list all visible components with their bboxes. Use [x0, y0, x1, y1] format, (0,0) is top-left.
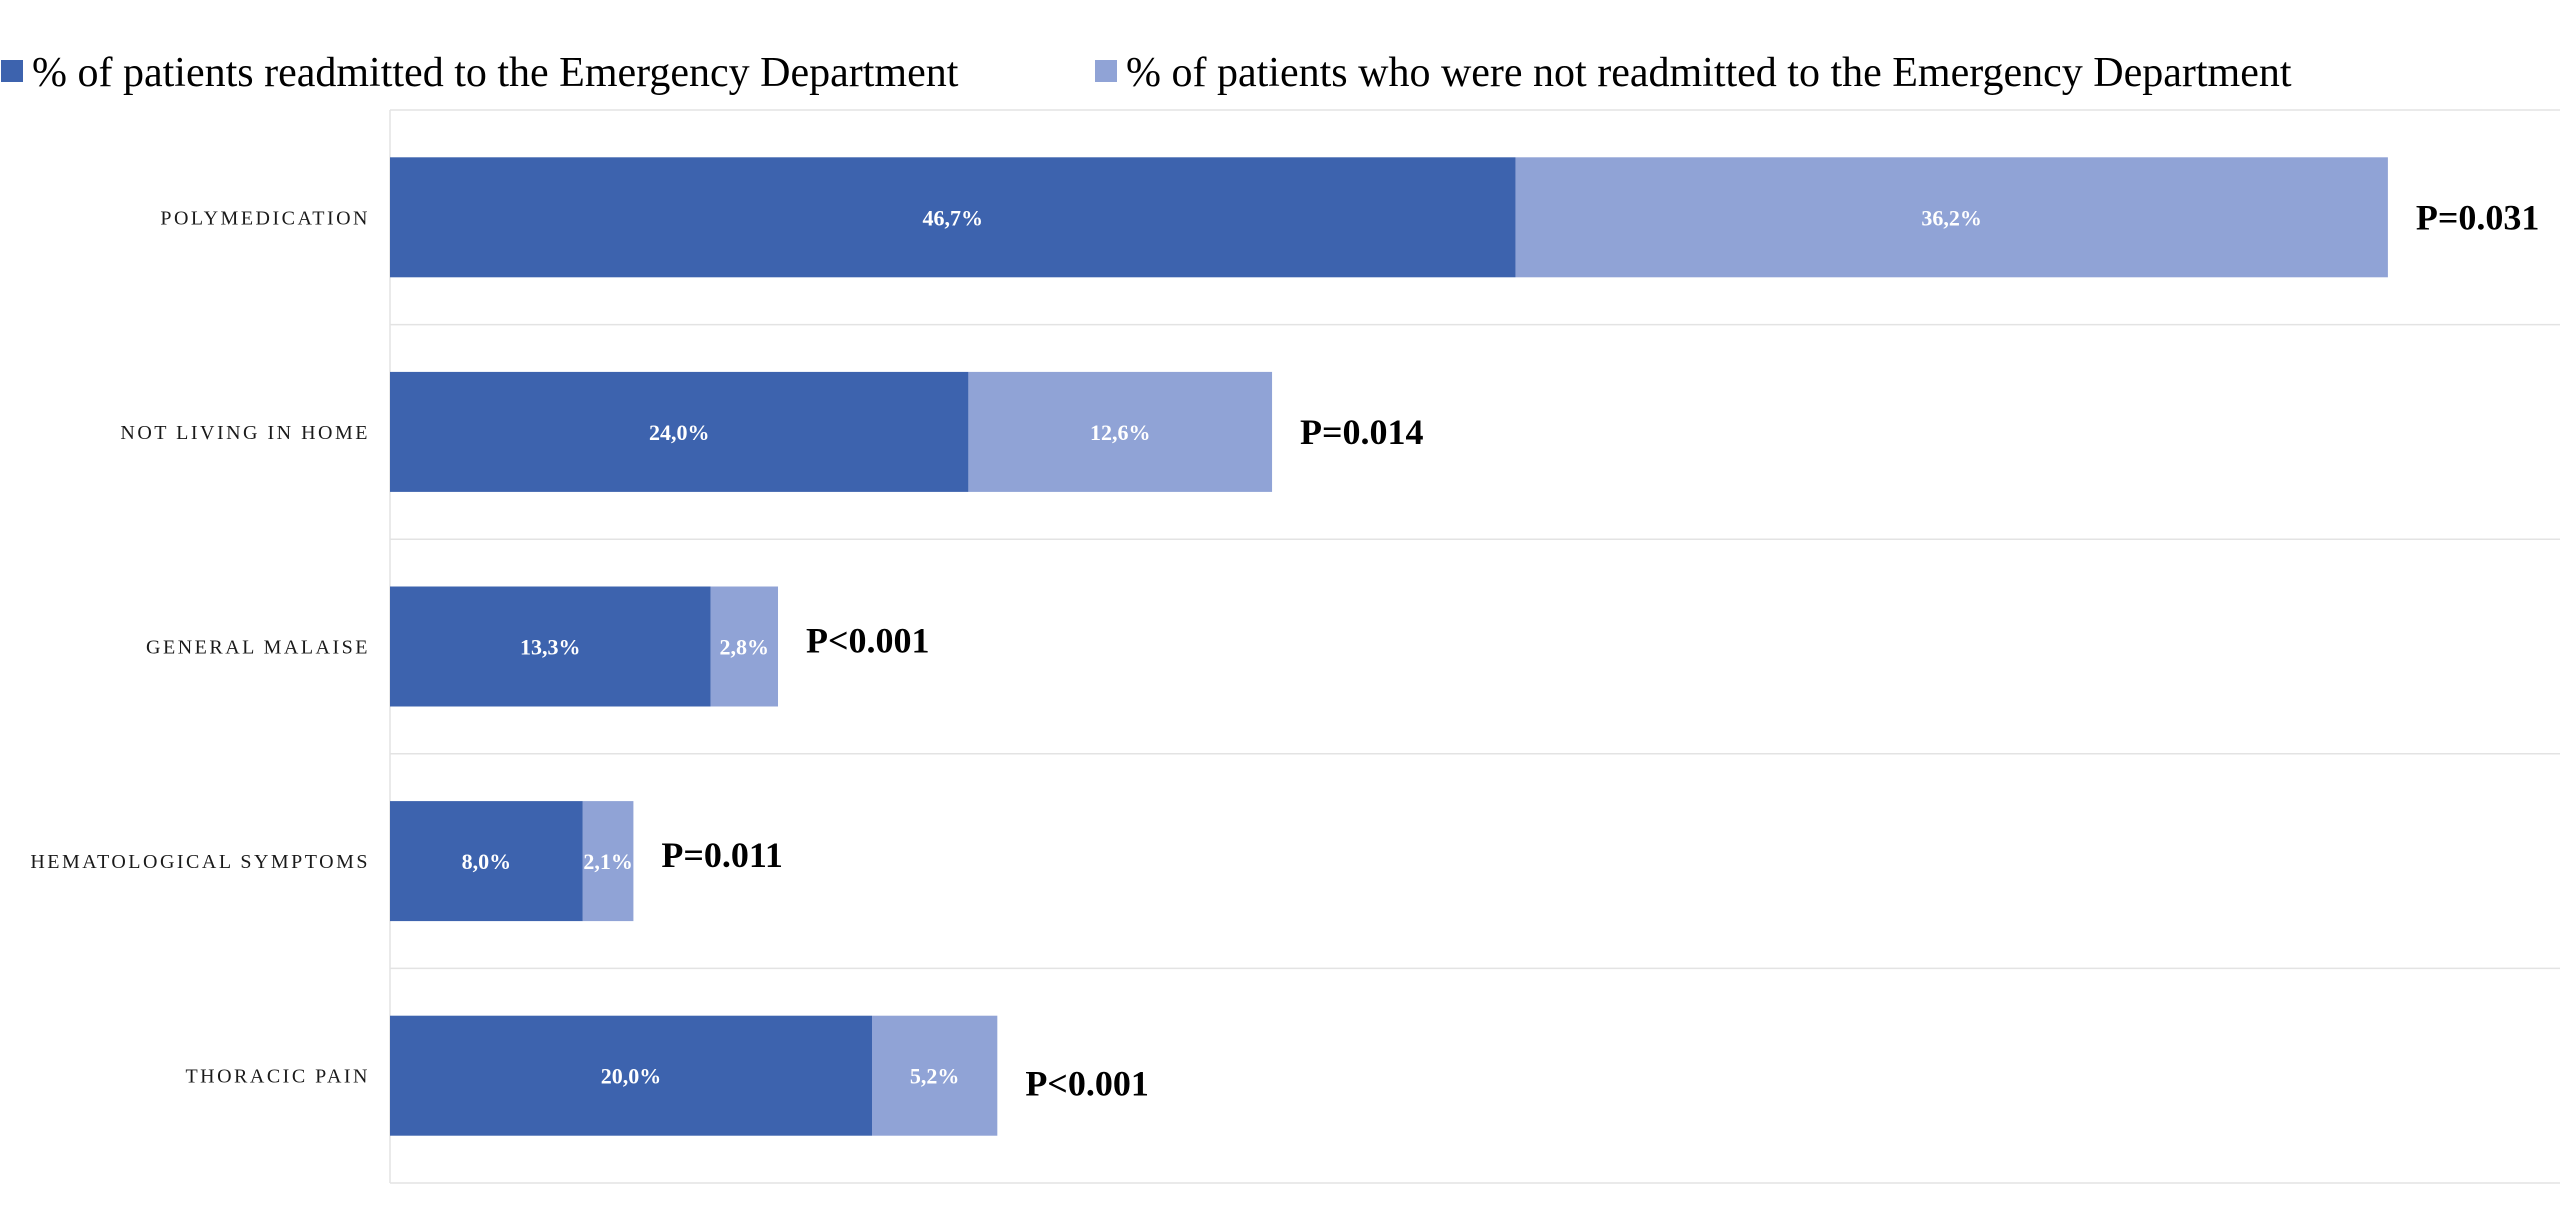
- bars: [390, 157, 2388, 1136]
- bar-not-readmitted: [1515, 157, 2388, 278]
- bar-readmitted: [390, 371, 969, 492]
- legend-swatch-readmitted: [1, 60, 23, 82]
- data-label: 8,0%: [462, 849, 512, 874]
- data-label: 2,8%: [720, 635, 770, 660]
- legend-swatch-not-readmitted: [1095, 60, 1117, 82]
- category-axis: POLYMEDICATION NOT LIVING IN HOME GENERA…: [30, 207, 370, 1088]
- bar-readmitted: [390, 586, 711, 707]
- p-value-label: P<0.001: [806, 621, 930, 661]
- legend-label-readmitted: % of patients readmitted to the Emergenc…: [32, 50, 959, 96]
- legend-label-not-readmitted: % of patients who were not readmitted to…: [1126, 50, 2292, 96]
- data-label: 5,2%: [910, 1064, 960, 1089]
- data-label: 24,0%: [649, 420, 710, 445]
- bar-not-readmitted: [968, 371, 1273, 492]
- p-value-label: P=0.011: [661, 835, 783, 875]
- p-value-label: P<0.001: [1025, 1064, 1149, 1104]
- data-label: 36,2%: [1921, 205, 1982, 230]
- plot-frame: [389, 109, 2560, 1184]
- p-value-annotations: P=0.031 P=0.014 P<0.001 P=0.011 P<0.001: [661, 197, 2539, 1103]
- data-label: 20,0%: [601, 1064, 662, 1089]
- data-label: 13,3%: [520, 635, 581, 660]
- legend: % of patients readmitted to the Emergenc…: [1, 50, 2292, 96]
- category-label: NOT LIVING IN HOME: [120, 422, 370, 444]
- data-labels: 46,7% 24,0% 13,3% 8,0% 20,0% 36,2% 12,6%…: [462, 205, 1982, 1088]
- category-label: THORACIC PAIN: [185, 1066, 370, 1088]
- bar-readmitted: [390, 1015, 872, 1136]
- bar-not-readmitted: [582, 801, 634, 922]
- data-label: 46,7%: [922, 205, 983, 230]
- bar-not-readmitted: [872, 1015, 998, 1136]
- bar-readmitted: [390, 157, 1516, 278]
- bar-not-readmitted: [710, 586, 779, 707]
- bar-readmitted: [390, 801, 583, 922]
- p-value-label: P=0.014: [1300, 412, 1424, 452]
- category-label: HEMATOLOGICAL SYMPTOMS: [30, 851, 370, 873]
- data-label: 2,1%: [583, 849, 633, 874]
- category-label: GENERAL MALAISE: [146, 637, 370, 659]
- category-label: POLYMEDICATION: [160, 207, 370, 229]
- p-value-label: P=0.031: [2416, 197, 2540, 237]
- data-label: 12,6%: [1090, 420, 1151, 445]
